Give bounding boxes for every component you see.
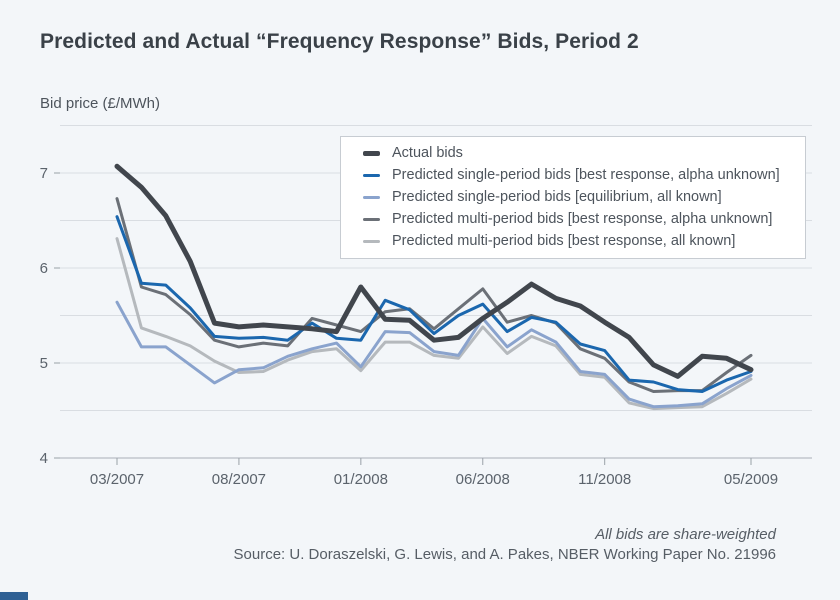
legend-label: Predicted single-period bids [best respo… [392, 167, 780, 183]
svg-text:7: 7 [40, 165, 48, 182]
svg-text:6: 6 [40, 260, 48, 277]
legend-label: Predicted multi-period bids [best respon… [392, 233, 736, 249]
svg-text:05/2009: 05/2009 [724, 471, 778, 488]
legend-line-swatch-multi-known [363, 239, 380, 244]
legend-item: Predicted single-period bids [equilibriu… [341, 189, 805, 206]
legend-line-swatch-single-eq [363, 195, 380, 200]
legend-item: Predicted multi-period bids [best respon… [341, 233, 805, 250]
legend-item: Predicted multi-period bids [best respon… [341, 211, 805, 228]
svg-text:06/2008: 06/2008 [456, 471, 510, 488]
legend-label: Predicted multi-period bids [best respon… [392, 211, 773, 227]
legend-label: Predicted single-period bids [equilibriu… [392, 189, 722, 205]
legend-line-swatch-actual [363, 151, 380, 156]
accent-bar [0, 592, 28, 600]
svg-text:4: 4 [40, 450, 48, 467]
chart-title: Predicted and Actual “Frequency Response… [40, 30, 639, 53]
legend-item: Predicted single-period bids [best respo… [341, 167, 805, 184]
svg-text:11/2008: 11/2008 [578, 471, 631, 488]
svg-text:5: 5 [40, 355, 48, 372]
svg-text:08/2007: 08/2007 [212, 471, 266, 488]
svg-text:03/2007: 03/2007 [90, 471, 144, 488]
legend-item: Actual bids [341, 145, 805, 162]
source-attribution: Source: U. Doraszelski, G. Lewis, and A.… [233, 546, 776, 563]
legend-label: Actual bids [392, 145, 463, 161]
chart-legend: Actual bids Predicted single-period bids… [340, 136, 806, 259]
chart-footnote: All bids are share-weighted [595, 526, 776, 543]
svg-text:01/2008: 01/2008 [334, 471, 388, 488]
legend-line-swatch-single-br [363, 173, 380, 178]
y-axis-label: Bid price (£/MWh) [40, 95, 161, 112]
legend-line-swatch-multi-br [363, 217, 380, 222]
